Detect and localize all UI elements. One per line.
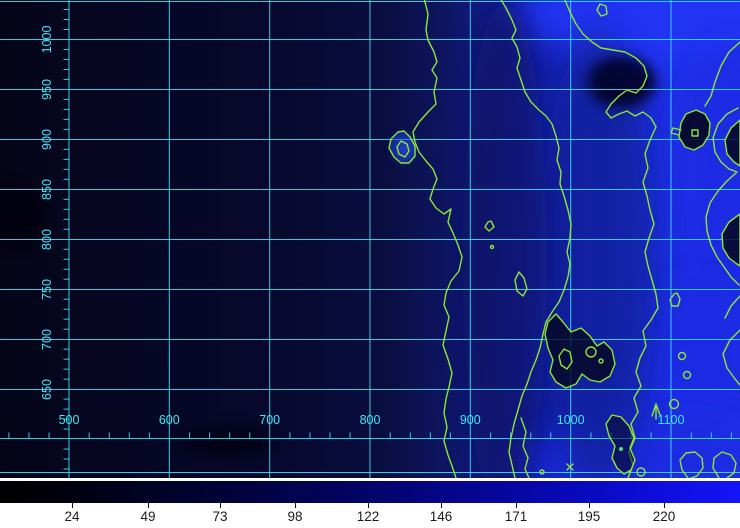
y-tick-label: 800	[40, 229, 54, 250]
colorbar-tick-label: 49	[140, 509, 156, 524]
y-tick-label: 950	[40, 79, 54, 100]
colorbar-tick-label: 146	[429, 509, 453, 524]
x-tick-label: 700	[259, 413, 280, 427]
axis-labels: 500 600 700 800 900 1000 1100 1000 950 900 850 800 7…	[40, 26, 684, 427]
x-tick-label: 1000	[557, 413, 585, 427]
colorbar-tick-label: 171	[504, 509, 528, 524]
contour-second	[500, 0, 572, 478]
colorbar-tick	[664, 503, 665, 508]
contour-ear	[388, 130, 416, 164]
colorbar-tick	[516, 503, 517, 508]
colorbar-scale: 24 49 73 98 122 146 171 195 220	[0, 503, 740, 528]
colorbar-tick	[148, 503, 149, 508]
y-tick-label: 750	[40, 279, 54, 300]
y-tick-label: 650	[40, 379, 54, 400]
x-tick-label: 500	[59, 413, 80, 427]
x-tick-label: 600	[159, 413, 180, 427]
colorbar-tick	[368, 503, 369, 508]
colorbar-tick-label: 195	[577, 509, 601, 524]
colorbar-tick-label: 73	[212, 509, 228, 524]
contour-lines	[388, 0, 740, 478]
colorbar-tick-label: 24	[64, 509, 80, 524]
x-tick-label: 800	[360, 413, 381, 427]
colorbar-tick	[441, 503, 442, 508]
coordinate-grid	[0, 0, 740, 478]
y-tick-label: 1000	[40, 26, 54, 54]
y-tick-label: 850	[40, 179, 54, 200]
contour-main	[412, 0, 463, 478]
heatmap-plot[interactable]: 500 600 700 800 900 1000 1100 1000 950 900 850 800 7…	[0, 0, 740, 478]
colorbar[interactable]	[0, 481, 740, 503]
y-tick-label: 900	[40, 129, 54, 150]
colorbar-gap	[0, 478, 740, 481]
contour-third	[564, 0, 659, 478]
x-tick-label: 900	[460, 413, 481, 427]
colorbar-tick-label: 122	[356, 509, 380, 524]
colorbar-tick-label: 98	[287, 509, 303, 524]
y-tick-label: 700	[40, 329, 54, 350]
colorbar-tick-label: 220	[652, 509, 676, 524]
colorbar-tick	[589, 503, 590, 508]
contour-cluster	[544, 313, 616, 389]
x-tick-label: 1100	[658, 413, 685, 427]
contour-ear-inner	[396, 140, 410, 158]
colorbar-tick	[220, 503, 221, 508]
colorbar-tick	[295, 503, 296, 508]
colorbar-tick	[72, 503, 73, 508]
